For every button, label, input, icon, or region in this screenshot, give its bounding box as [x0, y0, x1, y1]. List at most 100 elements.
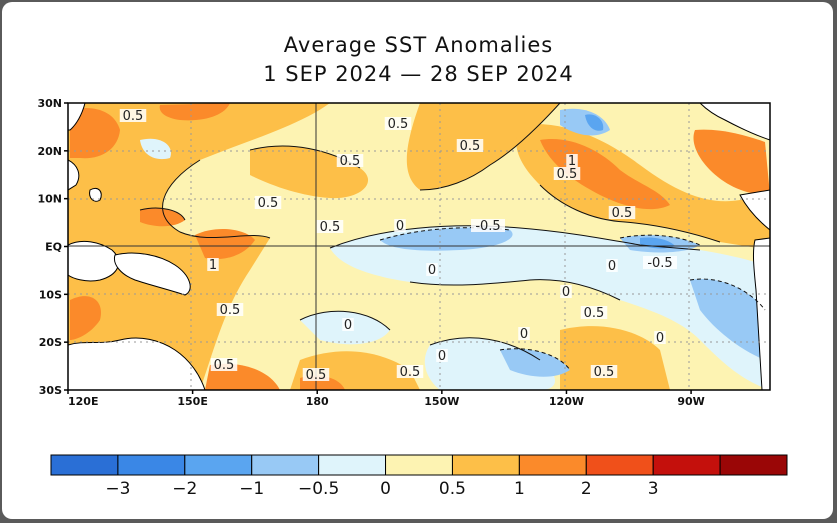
- lon-label: 180: [306, 395, 329, 408]
- contour-label-bg: [207, 258, 219, 271]
- contour-label: 0: [396, 219, 404, 234]
- contour-label: 0: [656, 331, 664, 346]
- contour-label-bg: [608, 206, 636, 219]
- contour-label: 0: [520, 327, 528, 342]
- contour-line: [429, 337, 541, 361]
- contour-line: [539, 184, 721, 243]
- contour-lines-negative: [379, 227, 766, 371]
- contour-line-negative: [379, 227, 511, 241]
- map-subtitle: 1 SEP 2024 — 28 SEP 2024: [263, 62, 574, 86]
- colorbar-swatch: [652, 454, 721, 476]
- sst-region-cold-equatorial-1: [380, 227, 513, 251]
- sst-region-hot-5: [140, 208, 185, 227]
- contour-label: 0.5: [388, 117, 409, 132]
- contour-label: 0.5: [460, 139, 481, 154]
- lat-label: 20S: [39, 336, 62, 349]
- contour-line: [329, 225, 701, 251]
- sst-region-hot-4: [693, 129, 770, 195]
- contour-label: 1: [568, 154, 576, 169]
- contour-line-negative: [689, 278, 766, 311]
- sst-region-cold-southeast: [690, 279, 765, 360]
- colorbar-swatch: [719, 454, 788, 476]
- contour-label-bg: [654, 331, 666, 344]
- land-south-america: [752, 237, 770, 390]
- contour-label: -0.5: [475, 219, 500, 234]
- contour-label: 0.5: [557, 167, 578, 182]
- sst-field: [68, 103, 770, 390]
- land-asia: [68, 103, 86, 131]
- sst-region-colder-north: [585, 114, 604, 131]
- colorbar: −3 −2 −1 −0.5 0 0.5 1 2 3: [50, 454, 788, 499]
- contour-label: 0.5: [584, 306, 605, 321]
- contour-label-bg: [302, 368, 330, 381]
- land-australia: [68, 337, 206, 390]
- lat-label: 10N: [37, 193, 62, 206]
- sst-region-hot-1: [70, 108, 120, 159]
- contour-label: 1: [209, 258, 217, 273]
- colorbar-tick-label: 2: [581, 479, 592, 499]
- map-title: Average SST Anomalies: [283, 33, 554, 57]
- contour-label-bg: [119, 109, 147, 122]
- contour-label: 0: [438, 349, 446, 364]
- lon-label: 120E: [68, 395, 98, 408]
- sst-region-cool-north-1: [140, 138, 171, 160]
- contour-label: 0.5: [320, 220, 341, 235]
- colorbar-swatch: [518, 454, 587, 476]
- contour-label-bg: [426, 263, 438, 276]
- contour-label: 0.5: [214, 358, 235, 373]
- contour-label-bg: [384, 117, 412, 130]
- lon-label: 150E: [177, 395, 207, 408]
- contour-label: 0.5: [123, 109, 144, 124]
- lat-label: 30N: [37, 97, 62, 110]
- contour-label-bg: [436, 349, 448, 362]
- sst-region-hot-7: [70, 296, 101, 340]
- contour-label-bg: [342, 318, 354, 331]
- colorbar-tick-label: −3: [105, 479, 130, 499]
- contour-line: [409, 279, 621, 301]
- colorbar-swatch: [385, 454, 453, 476]
- contour-label-bg: [643, 256, 677, 269]
- lat-label: 30S: [39, 384, 62, 397]
- contour-label: 0.5: [306, 368, 327, 383]
- contour-label-bg: [518, 327, 530, 340]
- sst-region-warm-north: [406, 103, 560, 190]
- colorbar-tick-label: −2: [172, 479, 197, 499]
- contour-label-bg: [606, 259, 618, 272]
- contour-label-bg: [254, 196, 282, 209]
- land-island-1: [89, 187, 102, 202]
- lon-label: 90W: [677, 395, 704, 408]
- colorbar-tick-label: 3: [648, 479, 659, 499]
- colorbar-swatch: [50, 454, 119, 476]
- lat-label: EQ: [45, 241, 62, 254]
- colorbar-swatch: [117, 454, 186, 476]
- latitude-labels: 30N 20N 10N EQ 10S 20S 30S: [37, 97, 68, 397]
- contour-line-negative: [499, 348, 571, 371]
- contour-labels: 0.50.50.50.50.510.50.50.5 0 -0.51 0 0 -0.50.5…: [119, 109, 677, 383]
- contour-line-negative: [619, 234, 701, 246]
- lon-label: 150W: [424, 395, 459, 408]
- contour-label-bg: [590, 365, 618, 378]
- lat-label: 10S: [39, 288, 62, 301]
- contour-label: 0.5: [220, 303, 241, 318]
- contour-label-bg: [216, 303, 244, 316]
- sst-region-cold-south: [500, 348, 570, 377]
- contour-label: 0: [344, 318, 352, 333]
- sst-region-hot-2: [159, 103, 230, 121]
- lon-label: 120W: [549, 395, 584, 408]
- contour-label-bg: [553, 167, 581, 180]
- land-new-guinea: [113, 252, 191, 296]
- lat-label: 20N: [37, 145, 62, 158]
- contour-label: -0.5: [647, 256, 672, 271]
- contour-label: 0: [608, 259, 616, 274]
- contour-label-bg: [394, 219, 406, 232]
- land-central-america: [739, 189, 770, 231]
- contour-line: [419, 103, 561, 191]
- sst-region-warm-southeast: [560, 326, 670, 390]
- colorbar-tick-label: 0.5: [439, 479, 466, 499]
- colorbar-tick-label: 0: [380, 479, 391, 499]
- contour-label-bg: [471, 219, 505, 232]
- land-philippines-west: [68, 159, 80, 191]
- contour-label-bg: [560, 285, 572, 298]
- colorbar-swatch: [451, 454, 520, 476]
- contour-label-bg: [210, 358, 238, 371]
